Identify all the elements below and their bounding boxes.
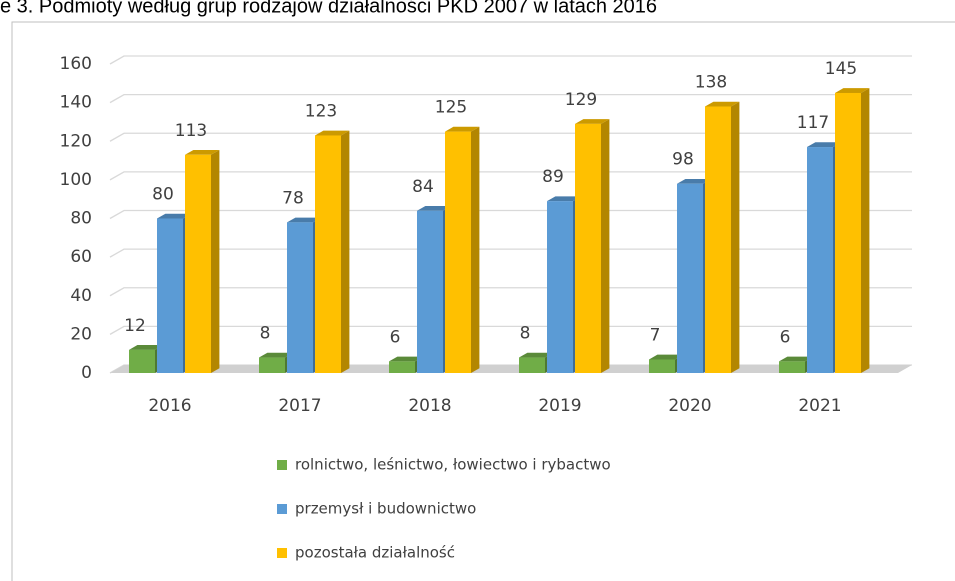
- y-tick-label: 120: [60, 131, 92, 151]
- bar: [185, 149, 220, 373]
- bar-face: [445, 131, 471, 373]
- bar-face: [315, 135, 341, 373]
- bar-face: [287, 222, 313, 373]
- value-label: 123: [305, 101, 337, 121]
- bar-face: [445, 126, 480, 132]
- bar: [575, 119, 610, 374]
- x-tick-label: 2020: [668, 396, 711, 416]
- bar-face: [807, 147, 833, 373]
- y-tick-label: 0: [81, 363, 92, 383]
- bar-face: [129, 349, 155, 373]
- grid-line: [109, 248, 912, 258]
- value-label: 80: [152, 185, 174, 205]
- grid-line: [109, 171, 912, 181]
- value-label: 117: [797, 113, 829, 133]
- bar: [705, 101, 740, 374]
- bar-face: [779, 361, 805, 373]
- grid-line: [109, 209, 912, 220]
- bar-face: [601, 119, 610, 373]
- legend-swatch: [277, 504, 287, 514]
- grid-line: [109, 93, 912, 104]
- bar-face: [575, 119, 610, 124]
- bar: [835, 88, 870, 373]
- bar-face: [259, 357, 285, 373]
- bar-face: [519, 357, 545, 373]
- value-label: 12: [124, 316, 146, 336]
- bar-face: [705, 101, 740, 107]
- bar-face: [259, 352, 294, 358]
- x-tick-label: 2021: [798, 396, 841, 416]
- grid-line: [109, 55, 912, 65]
- bar-face: [519, 352, 554, 358]
- legend-label: rolnictwo, leśnictwo, łowiectwo i rybact…: [295, 456, 611, 474]
- grid-line: [109, 325, 912, 335]
- bar-face: [835, 92, 861, 373]
- legend-swatch: [277, 460, 287, 470]
- bar-face: [341, 130, 350, 373]
- bar-face: [677, 183, 703, 373]
- bar-face: [807, 142, 842, 148]
- value-label: 7: [650, 325, 661, 345]
- bar-face: [575, 123, 601, 374]
- bar-face: [779, 356, 814, 362]
- value-label: 6: [780, 327, 791, 347]
- bar-face: [677, 178, 712, 184]
- y-tick-label: 80: [70, 209, 92, 229]
- y-tick-label: 20: [70, 324, 92, 344]
- value-label: 6: [390, 327, 401, 347]
- bar-face: [389, 356, 424, 362]
- bar-face: [649, 359, 675, 373]
- x-tick-label: 2019: [538, 396, 581, 416]
- x-tick-label: 2018: [408, 396, 451, 416]
- bar-face: [185, 154, 211, 373]
- bar-face: [185, 149, 220, 155]
- bar-face: [731, 101, 740, 373]
- value-label: 89: [542, 167, 564, 187]
- bar-face: [649, 354, 684, 360]
- y-tick-label: 160: [60, 54, 92, 74]
- bar-face: [471, 126, 480, 373]
- x-tick-label: 2016: [148, 396, 191, 416]
- y-tick-label: 60: [70, 247, 92, 267]
- value-label: 138: [695, 72, 727, 92]
- legend-label: pozostała działalność: [295, 544, 455, 562]
- value-label: 78: [282, 188, 304, 208]
- x-tick-label: 2017: [278, 396, 321, 416]
- y-tick-label: 140: [60, 93, 92, 113]
- bar-face: [417, 205, 452, 211]
- value-label: 8: [260, 324, 271, 344]
- bar: [445, 126, 480, 373]
- value-label: 84: [412, 177, 434, 197]
- bar-face: [835, 88, 870, 93]
- bar-face: [315, 130, 350, 136]
- bar-face: [547, 196, 582, 202]
- value-label: 8: [520, 324, 531, 344]
- value-label: 129: [565, 90, 597, 110]
- chart-title: e 3. Podmioty według grup rodzajów dział…: [0, 0, 657, 17]
- legend-label: przemysł i budownictwo: [295, 500, 476, 518]
- legend-swatch: [277, 548, 287, 558]
- value-label: 98: [672, 150, 694, 170]
- bar-face: [861, 88, 870, 373]
- grid-line: [109, 132, 912, 142]
- bar-face: [157, 213, 192, 219]
- value-label: 113: [175, 121, 207, 141]
- value-label: 145: [825, 59, 857, 79]
- value-label: 125: [435, 98, 467, 118]
- grid-line: [109, 287, 912, 297]
- y-tick-label: 100: [60, 170, 92, 190]
- y-tick-label: 40: [70, 286, 92, 306]
- bar-face: [705, 106, 731, 374]
- bar-face: [157, 218, 183, 373]
- bar-face: [547, 201, 573, 373]
- bar-face: [129, 345, 164, 350]
- bar-face: [287, 217, 322, 223]
- bar-face: [389, 361, 415, 373]
- bar-face: [417, 210, 443, 373]
- bar-face: [211, 149, 220, 373]
- bar: [315, 130, 350, 373]
